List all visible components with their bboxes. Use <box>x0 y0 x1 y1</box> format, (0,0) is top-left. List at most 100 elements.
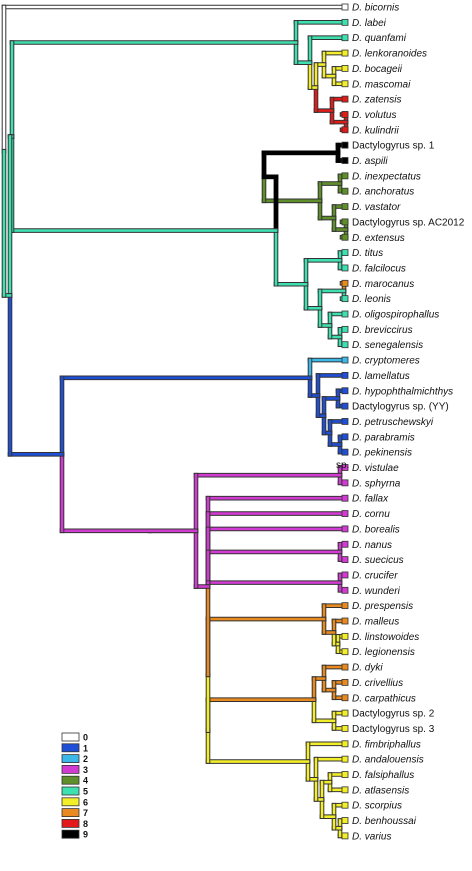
taxon-label: D. varius <box>352 831 391 842</box>
taxon-label: D. parabramis <box>352 432 415 443</box>
taxon-label: Dactylogyrus sp. 2 <box>352 709 435 720</box>
taxon-label: D. falcilocus <box>352 263 406 274</box>
tip-marker <box>341 356 349 364</box>
tip-marker <box>341 632 349 640</box>
taxon-label: D. quanfami <box>352 33 407 44</box>
tip-marker <box>341 18 349 26</box>
taxon-label: D. carpathicus <box>352 693 416 704</box>
legend-swatch <box>61 808 80 817</box>
taxon-label: D. cornu <box>352 509 390 520</box>
taxon-label: D. fimbriphallus <box>352 739 421 750</box>
taxon-label: D. pekinensis <box>352 448 412 459</box>
legend-label: 1 <box>83 743 88 753</box>
taxon-label: D. hypophthalmichthys <box>352 386 453 397</box>
tip-marker <box>341 464 349 471</box>
taxon-label: D. suecicus <box>352 555 404 566</box>
taxon-label: D. mascomai <box>352 79 411 90</box>
tip-marker <box>341 755 349 763</box>
tip-marker <box>341 141 349 149</box>
legend-label: 5 <box>83 787 88 797</box>
tip-marker <box>341 218 349 226</box>
tip-marker <box>341 187 349 195</box>
tip-marker <box>341 418 349 425</box>
taxon-label: Dactylogyrus sp. (YY) <box>352 402 449 413</box>
taxon-label: D. crivellius <box>352 678 403 689</box>
legend-label: 3 <box>83 765 88 775</box>
tip-marker <box>341 448 349 456</box>
tip-marker <box>341 586 349 594</box>
taxon-label: D. linstowoides <box>352 632 419 643</box>
tip-marker <box>341 325 349 333</box>
legend-label: 6 <box>83 797 88 807</box>
tip-marker <box>341 832 349 840</box>
taxon-label: D. oligospirophallus <box>352 310 439 321</box>
taxon-label: D. inexpectatus <box>352 171 421 182</box>
tip-marker <box>341 233 349 241</box>
taxon-label: D. legionensis <box>352 647 415 658</box>
tip-marker <box>341 402 349 410</box>
tip-marker <box>341 771 349 778</box>
legend-label: 9 <box>83 830 88 840</box>
tip-marker <box>341 817 349 824</box>
tip-marker <box>341 95 349 103</box>
taxon-label: D. petruschewskyi <box>352 417 434 428</box>
taxon-label: D. wunderi <box>352 586 401 597</box>
legend-swatch <box>61 765 80 774</box>
taxon-label: D. marocanus <box>352 279 414 290</box>
legend-swatch <box>61 732 80 742</box>
tip-marker <box>341 617 349 625</box>
taxon-label: D. labei <box>352 18 387 29</box>
taxon-label: D. kulindrii <box>352 125 399 136</box>
taxon-labels: D. bicornis D. labei D. quanfami D. lenkora… <box>352 3 465 843</box>
tip-marker <box>341 525 349 533</box>
taxon-label: D. extensus <box>352 233 405 244</box>
taxon-label: D. bicornis <box>352 3 399 14</box>
tip-marker <box>341 264 349 272</box>
legend-swatch <box>61 786 80 796</box>
taxon-label: D. bocageii <box>352 64 403 75</box>
tip-marker <box>341 433 349 441</box>
taxon-label: D. leonis <box>352 294 391 305</box>
taxon-label: D. vastator <box>352 202 401 213</box>
taxon-label: D. anchoratus <box>352 187 414 198</box>
legend-swatch <box>61 775 80 785</box>
taxon-label: D. andalouensis <box>352 755 424 766</box>
taxon-label: D. prespensis <box>352 601 413 612</box>
taxon-label: D. lamellatus <box>352 371 410 382</box>
legend-label: 7 <box>83 808 88 818</box>
legend-swatch <box>61 754 80 763</box>
taxon-label: Dactylogyrus sp. AC2012 <box>352 217 465 228</box>
taxon-label: D. nanus <box>352 540 392 551</box>
tip-marker <box>341 126 349 134</box>
tip-marker <box>341 295 349 303</box>
tip-state-markers <box>341 3 349 840</box>
tip-marker <box>341 694 349 702</box>
tip-marker <box>341 111 349 118</box>
taxon-label: D. scorpius <box>352 801 402 812</box>
tip-marker <box>341 725 349 732</box>
tip-marker <box>341 494 349 502</box>
taxon-label: D. lenkoranoides <box>352 49 427 60</box>
tip-marker <box>341 279 349 287</box>
taxon-label: D. malleus <box>352 617 399 628</box>
taxon-label: D. zatensis <box>352 95 401 106</box>
tip-marker <box>341 740 349 748</box>
tip-marker <box>341 172 349 180</box>
tip-marker <box>341 556 349 563</box>
tip-marker <box>341 479 349 487</box>
tree-branches <box>1 4 349 839</box>
tip-marker <box>341 203 349 210</box>
legend-swatch <box>61 829 80 839</box>
taxon-label: D. dyki <box>352 663 383 674</box>
taxon-label: D. vistulae <box>352 463 399 474</box>
taxon-label: D. falsiphallus <box>352 770 414 781</box>
legend-label: 4 <box>83 776 88 786</box>
tip-marker <box>341 663 349 671</box>
taxon-label: D. atlasensis <box>352 785 409 796</box>
taxon-label: D. fallax <box>352 494 389 505</box>
tip-marker <box>341 249 349 257</box>
taxon-label: Dactylogyrus sp. 1 <box>352 141 435 152</box>
legend-label: 0 <box>83 733 88 743</box>
tip-marker <box>341 65 349 72</box>
